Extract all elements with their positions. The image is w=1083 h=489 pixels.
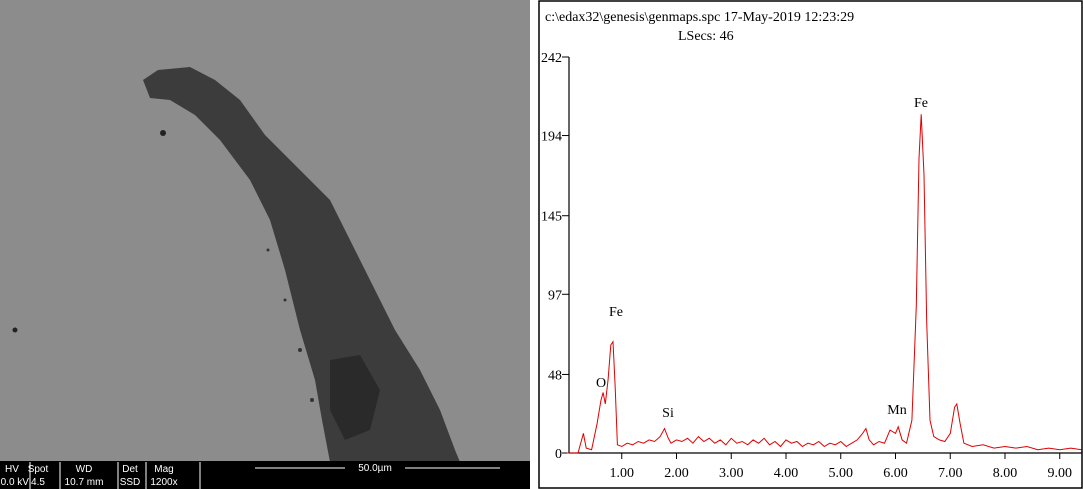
sem-spot xyxy=(298,348,302,352)
sem-inner-region xyxy=(330,355,380,440)
info-label: HV xyxy=(5,464,19,475)
x-tick-label: 9.00 xyxy=(1048,466,1073,481)
info-value: 4.5 xyxy=(31,477,45,488)
x-tick-label: 2.00 xyxy=(664,466,689,481)
y-tick-label: 242 xyxy=(541,51,562,66)
spectrum-line xyxy=(567,114,1082,454)
peak-label: Si xyxy=(662,406,674,421)
spectrum-frame xyxy=(538,0,1083,489)
x-tick-label: 3.00 xyxy=(719,466,744,481)
spectrum-panel: c:\edax32\genesis\genmaps.spc 17-May-201… xyxy=(538,0,1083,489)
info-value: SSD xyxy=(120,477,141,488)
chart-title: c:\edax32\genesis\genmaps.spc 17-May-201… xyxy=(545,10,854,25)
peak-label: O xyxy=(596,376,606,391)
sem-background xyxy=(0,0,530,489)
info-bar xyxy=(0,461,530,489)
y-tick-label: 194 xyxy=(541,130,562,145)
peak-label: Mn xyxy=(887,403,906,418)
y-tick-label: 145 xyxy=(541,210,562,225)
info-label: Mag xyxy=(154,464,173,475)
x-tick-label: 6.00 xyxy=(883,466,908,481)
y-tick-label: 0 xyxy=(555,447,562,462)
sem-spot xyxy=(160,130,166,136)
peak-label: Fe xyxy=(914,96,928,111)
x-tick-label: 7.00 xyxy=(938,466,963,481)
info-cells: HV 20.0 kV Spot 4.5 WD 10.7 mm Det SSD Mag 1200x xyxy=(0,462,201,489)
sem-spot xyxy=(283,298,287,302)
info-label: WD xyxy=(76,464,93,475)
y-tick-label: 48 xyxy=(548,368,562,383)
chart-subtitle: LSecs: 46 xyxy=(678,29,734,44)
info-value: 10.7 mm xyxy=(65,477,104,488)
sem-particle xyxy=(143,67,460,462)
x-tick-label: 5.00 xyxy=(829,466,854,481)
peak-label: Fe xyxy=(609,305,623,320)
sem-spot xyxy=(12,327,18,333)
sem-spot xyxy=(310,398,314,402)
info-label: Det xyxy=(122,464,138,475)
x-tick-label: 1.00 xyxy=(610,466,635,481)
scale-bar-gap xyxy=(345,462,405,474)
y-tick-label: 97 xyxy=(548,288,562,303)
x-tick-label: 8.00 xyxy=(993,466,1018,481)
info-label: Spot xyxy=(28,464,49,475)
x-tick-label: 4.00 xyxy=(774,466,799,481)
scale-bar-label: 50.0µm xyxy=(358,463,392,474)
info-value: 1200x xyxy=(150,477,177,488)
sem-spot xyxy=(266,248,270,252)
info-value: 20.0 kV xyxy=(0,477,29,488)
chart: 0 48 97 145 194 242 1.00 2.00 3.00 4.00 5.00 6.00 7.… xyxy=(541,51,1082,481)
